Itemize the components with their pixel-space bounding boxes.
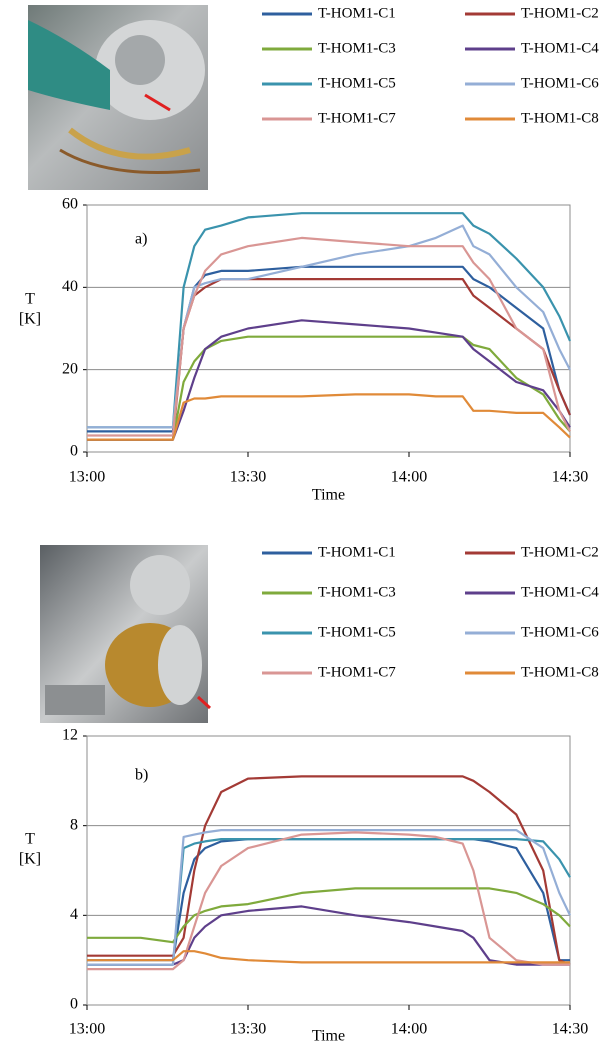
y-tick-label: 0 — [70, 443, 78, 460]
y-tick-label: 60 — [62, 196, 78, 213]
y-tick-label: 40 — [62, 278, 78, 295]
y-axis-label: [K] — [19, 311, 41, 328]
legend-label: T-HOM1-C6 — [521, 624, 599, 640]
x-axis-label: Time — [312, 487, 345, 504]
legend-label: T-HOM1-C3 — [318, 40, 396, 56]
series-line — [87, 212, 572, 429]
legend-label: T-HOM1-C2 — [521, 544, 599, 560]
y-axis-label: T — [25, 831, 35, 848]
y-tick-label: 8 — [70, 816, 78, 833]
series-line — [87, 775, 571, 966]
x-tick-label: 13:30 — [230, 1021, 266, 1038]
series-line — [87, 831, 570, 971]
y-axis-label: T — [25, 291, 35, 308]
series-line — [87, 265, 572, 433]
x-tick-label: 13:30 — [230, 469, 266, 486]
series-line — [87, 393, 571, 441]
series-line — [87, 335, 571, 441]
x-tick-label: 14:30 — [552, 1021, 588, 1038]
legend-label: T-HOM1-C8 — [521, 664, 599, 680]
legend-label: T-HOM1-C5 — [318, 75, 396, 91]
photo — [40, 545, 212, 723]
x-tick-label: 14:30 — [552, 469, 588, 486]
y-tick-label: 12 — [62, 727, 78, 744]
legend-label: T-HOM1-C5 — [318, 624, 396, 640]
series-line — [87, 224, 571, 429]
x-tick-label: 13:00 — [69, 469, 105, 486]
legend-label: T-HOM1-C2 — [521, 5, 599, 21]
x-tick-label: 14:00 — [391, 469, 427, 486]
series-line — [87, 887, 571, 944]
legend-label: T-HOM1-C1 — [318, 5, 396, 21]
photo — [28, 5, 208, 190]
legend-label: T-HOM1-C1 — [318, 544, 396, 560]
series-line — [87, 829, 571, 966]
legend-label: T-HOM1-C7 — [318, 110, 396, 126]
plot-frame — [86, 735, 571, 1006]
x-tick-label: 13:00 — [69, 1021, 105, 1038]
plot-frame — [86, 204, 571, 453]
series-line — [87, 319, 571, 441]
legend-label: T-HOM1-C8 — [521, 110, 599, 126]
x-axis-label: Time — [312, 1028, 345, 1044]
series-line — [87, 838, 570, 962]
series-line — [87, 236, 571, 437]
legend-label: T-HOM1-C4 — [521, 40, 599, 56]
y-axis-label: [K] — [19, 851, 41, 868]
legend-label: T-HOM1-C4 — [521, 584, 599, 600]
y-tick-label: 20 — [62, 360, 78, 377]
series-line — [87, 950, 570, 964]
x-tick-label: 14:00 — [391, 1021, 427, 1038]
legend-label: T-HOM1-C7 — [318, 664, 396, 680]
legend-label: T-HOM1-C6 — [521, 75, 599, 91]
annotation: b) — [135, 767, 148, 784]
y-tick-label: 0 — [70, 996, 78, 1013]
annotation: a) — [135, 231, 147, 248]
y-tick-label: 4 — [70, 906, 78, 923]
legend-label: T-HOM1-C3 — [318, 584, 396, 600]
